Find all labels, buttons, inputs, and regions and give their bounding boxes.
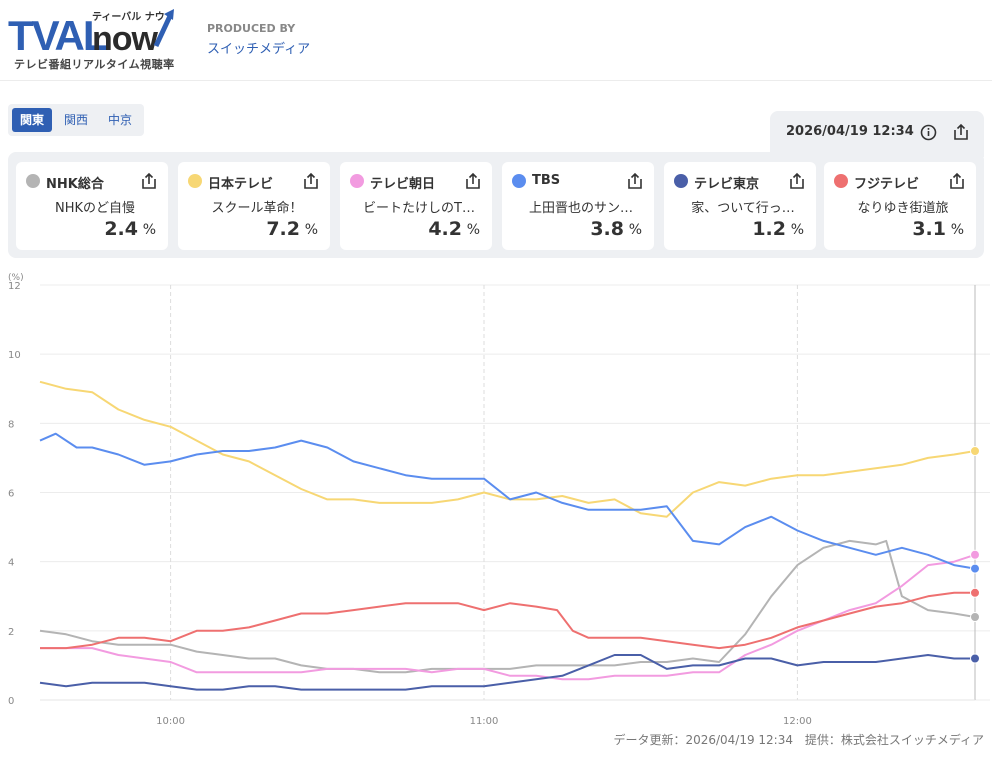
series-end-point <box>970 612 980 622</box>
channel-name: テレビ東京 <box>694 177 760 192</box>
rating-unit: % <box>790 222 804 238</box>
datetime-label: 2026/04/19 12:34 <box>786 124 914 139</box>
rating-value: 3.1 <box>912 218 946 240</box>
svg-text:TVAL: TVAL <box>8 12 108 56</box>
channel-card-nhk[interactable]: NHK総合 NHKのど自慢 2.4 % <box>16 162 168 250</box>
y-tick-label: 6 <box>8 489 14 500</box>
region-selector: 関東 関西 中京 <box>8 104 144 136</box>
program-title: なりゆき街道旅 <box>857 201 949 216</box>
rating-unit: % <box>304 222 318 238</box>
rating-value: 3.8 <box>590 218 624 240</box>
series-line <box>40 591 975 650</box>
share-icon[interactable] <box>788 172 806 194</box>
channel-panel <box>8 152 984 258</box>
program-title: NHKのど自慢 <box>54 201 136 216</box>
series-end-point <box>970 446 980 456</box>
x-tick-label: 11:00 <box>470 716 499 727</box>
header: TVAL now ティーバル ナウ テレビ番組リアルタイム視聴率 PRODUCE… <box>0 0 992 81</box>
channel-color-dot <box>350 174 364 188</box>
channel-name: NHK総合 <box>46 177 104 192</box>
series-end-point <box>970 563 980 574</box>
region-tab-kanto[interactable]: 関東 <box>12 108 52 132</box>
series-line <box>39 539 976 674</box>
y-axis-label: (%) <box>8 273 24 283</box>
share-icon[interactable] <box>948 172 966 194</box>
share-icon[interactable] <box>952 123 970 145</box>
info-icon[interactable] <box>920 124 937 145</box>
series-line <box>39 432 976 570</box>
logo[interactable]: TVAL now <box>8 6 178 60</box>
share-icon[interactable] <box>140 172 158 194</box>
y-tick-label: 4 <box>8 558 14 569</box>
channel-name: 日本テレビ <box>208 177 274 192</box>
channel-name: フジテレビ <box>854 177 920 192</box>
channel-color-dot <box>188 174 202 188</box>
rating-value: 1.2 <box>752 218 786 240</box>
channel-card-tbs[interactable]: TBS 上田晋也のサン… 3.8 % <box>502 162 654 250</box>
y-tick-label: 0 <box>8 696 14 707</box>
logo-kana: ティーバル ナウ <box>92 12 165 23</box>
channel-card-fuji[interactable]: フジテレビ なりゆき街道旅 3.1 % <box>824 162 976 250</box>
share-icon[interactable] <box>464 172 482 194</box>
logo-tagline: テレビ番組リアルタイム視聴率 <box>14 58 175 71</box>
footer: データ更新：2026/04/19 12:34 提供：株式会社スイッチメディア <box>613 731 984 748</box>
rating-unit: % <box>466 222 480 238</box>
rating-line-chart: 0 2 4 6 8 10 12(%) 10:00 11:00 12:00 <box>8 273 990 727</box>
rating-unit: % <box>950 222 964 238</box>
y-tick-label: 8 <box>8 419 14 430</box>
produced-by-label: PRODUCED BY <box>207 22 296 35</box>
region-tab-chukyo[interactable]: 中京 <box>107 113 132 127</box>
rating-value: 7.2 <box>266 218 300 240</box>
rating-value: 2.4 <box>104 218 138 240</box>
channel-name: TBS <box>532 173 561 188</box>
logo-graphic: TVAL now <box>8 9 174 59</box>
series-end-point <box>970 653 980 664</box>
channel-color-dot <box>674 174 688 188</box>
x-tick-label: 10:00 <box>156 716 185 727</box>
program-title: 上田晋也のサン… <box>528 201 633 216</box>
channel-card-ntv[interactable]: 日本テレビ スクール革命！ 7.2 % <box>178 162 330 250</box>
channel-color-dot <box>26 174 40 188</box>
channel-card-tv-asahi[interactable]: テレビ朝日 ビートたけしのT… 4.2 % <box>340 162 492 250</box>
channel-name: テレビ朝日 <box>370 177 436 192</box>
update-time: データ更新：2026/04/19 12:34 <box>613 733 793 747</box>
program-title: スクール革命！ <box>211 201 303 216</box>
channel-color-dot <box>512 174 526 188</box>
share-icon[interactable] <box>626 172 644 194</box>
channel-card-tv-tokyo[interactable]: テレビ東京 家、ついて行っ… 1.2 % <box>664 162 816 250</box>
series-line <box>39 654 975 691</box>
producer-name: スイッチメディア <box>207 42 311 57</box>
series-end-point <box>970 549 980 560</box>
rating-value: 4.2 <box>428 218 462 240</box>
region-tab-kansai[interactable]: 関西 <box>63 113 88 127</box>
provider-credit: 提供：株式会社スイッチメディア <box>804 733 984 747</box>
program-title: ビートたけしのT… <box>363 201 475 216</box>
x-tick-label: 12:00 <box>783 716 812 727</box>
rating-unit: % <box>142 222 156 238</box>
program-title: 家、ついて行っ… <box>691 201 795 216</box>
y-tick-label: 12 <box>8 281 21 292</box>
channel-color-dot <box>834 174 848 188</box>
datetime-tab <box>770 111 984 157</box>
y-tick-label: 10 <box>8 350 21 361</box>
series-end-point <box>970 587 980 598</box>
rating-unit: % <box>628 222 642 238</box>
y-tick-label: 2 <box>8 627 14 638</box>
svg-text:now: now <box>92 20 159 56</box>
share-icon[interactable] <box>302 172 320 194</box>
